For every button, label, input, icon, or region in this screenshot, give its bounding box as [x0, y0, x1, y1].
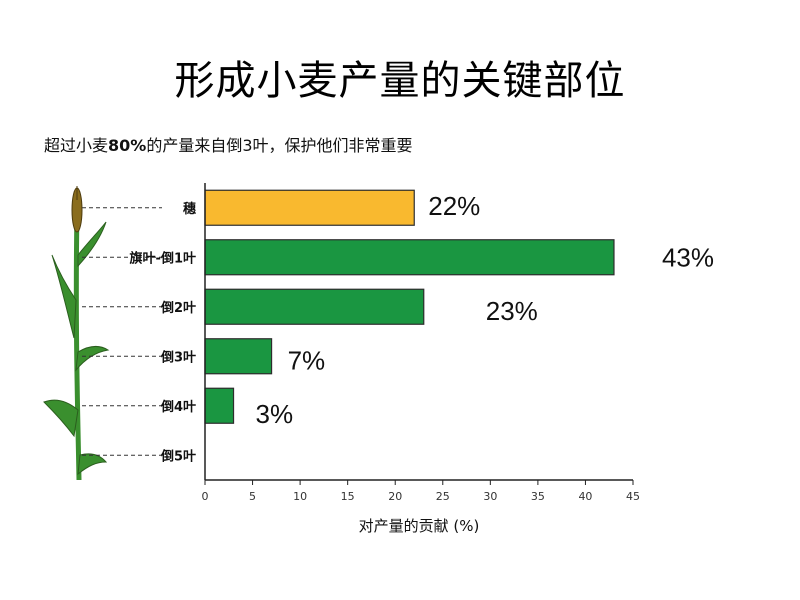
x-axis-label: 对产量的贡献 (%) — [359, 517, 480, 535]
data-label: 43% — [662, 242, 714, 272]
x-tick-label: 10 — [293, 490, 307, 503]
chart-subtitle: 超过小麦80%的产量来自倒3叶，保护他们非常重要 — [44, 132, 413, 156]
category-label: 倒5叶 — [160, 448, 196, 464]
category-label: 倒3叶 — [160, 349, 196, 365]
x-tick-label: 5 — [249, 490, 256, 503]
page-title: 形成小麦产量的关键部位 — [174, 58, 626, 104]
x-tick-label: 30 — [483, 490, 497, 503]
subtitle-text-bold: 80% — [108, 136, 147, 155]
subtitle-text-after: 的产量来自倒3叶，保护他们非常重要 — [146, 136, 413, 155]
x-tick-label: 45 — [626, 490, 640, 503]
data-label: 23% — [486, 296, 538, 326]
wheat-plant-illustration — [43, 186, 110, 481]
bar — [204, 189, 415, 226]
x-axis: 0 5 10 15 20 25 30 35 40 45 — [202, 183, 640, 503]
x-tick-label: 35 — [531, 490, 545, 503]
data-labels: 22% 43% 23% 7% 3% — [256, 191, 714, 429]
category-label: 倒4叶 — [160, 399, 196, 415]
leader-lines — [82, 207, 162, 456]
category-label: 旗叶-倒1叶 — [130, 250, 196, 266]
data-label: 7% — [288, 345, 326, 375]
data-label: 3% — [256, 399, 294, 429]
data-label: 22% — [428, 191, 480, 221]
category-label: 倒2叶 — [160, 300, 196, 316]
bar — [204, 387, 235, 424]
x-tick-label: 0 — [202, 490, 209, 503]
bar — [204, 338, 273, 375]
subtitle-text-before: 超过小麦 — [44, 136, 109, 155]
x-tick-label: 15 — [341, 490, 355, 503]
x-tick-label: 25 — [436, 490, 450, 503]
bar — [204, 288, 425, 325]
category-label: 穗 — [183, 201, 196, 217]
x-tick-label: 40 — [578, 490, 592, 503]
bar — [204, 239, 615, 276]
x-tick-label: 20 — [388, 490, 402, 503]
bars — [204, 189, 615, 424]
